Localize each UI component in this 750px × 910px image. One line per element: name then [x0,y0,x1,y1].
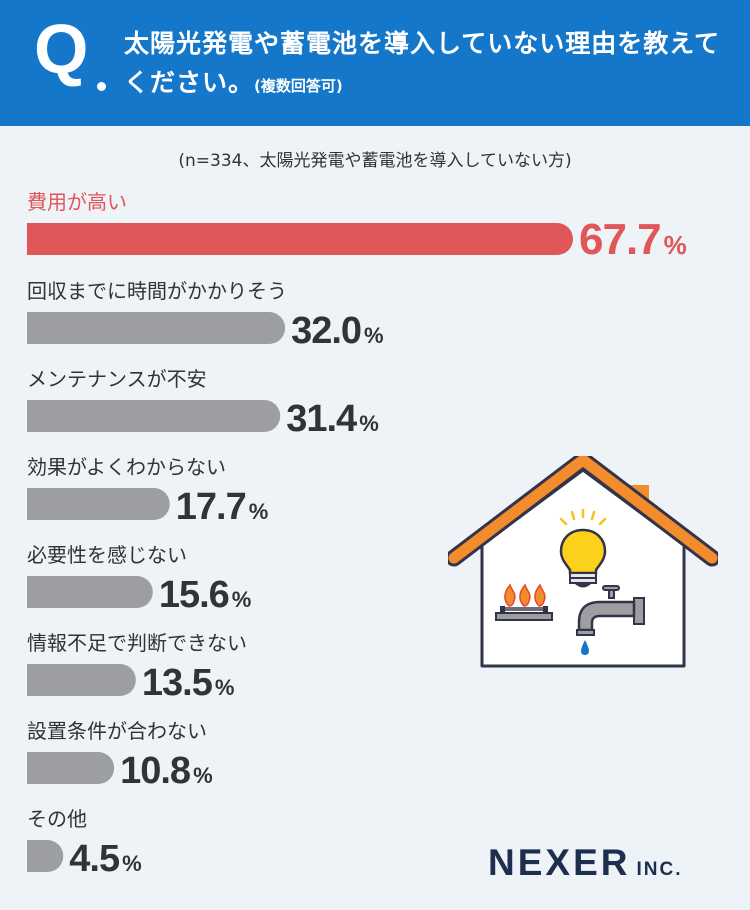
bar [27,312,286,344]
nexer-logo: NEXER INC. [488,842,683,883]
sample-note: (n=334、太陽光発電や蓄電池を導入していない方) [178,151,572,171]
logo-suffix: INC. [636,859,683,880]
value-label: 13.5% [142,662,235,704]
gas-stove-icon [495,583,553,621]
q-mark-dot [97,82,106,91]
water-faucet-icon [576,585,645,655]
value-label: 15.6% [159,574,252,616]
value-label: 67.7% [579,215,687,264]
value-label: 4.5% [69,838,141,880]
category-label: 設置条件が合わない [27,719,207,743]
bar [27,400,281,432]
bar [27,752,115,784]
category-label: 回収までに時間がかかりそう [27,279,287,303]
category-label: 情報不足で判断できない [27,631,247,655]
category-label: 必要性を感じない [27,543,187,567]
category-label: 費用が高い [27,190,127,214]
value-label: 10.8% [120,750,213,792]
q-mark: Q [34,10,89,88]
bar [27,576,153,608]
category-label: メンテナンスが不安 [27,367,207,391]
bar [27,488,170,520]
house-energy-icon [448,456,718,668]
value-label: 17.7% [176,486,269,528]
category-label: その他 [27,807,87,831]
bar [27,223,573,255]
bar [27,664,136,696]
question-note: (複数回答可) [254,77,343,95]
light-bulb-icon [559,508,607,588]
logo-name: NEXER [488,842,631,883]
question-text: 太陽光発電や蓄電池を導入していない理由を教えてください。(複数回答可) [124,24,734,106]
question-main: 太陽光発電や蓄電池を導入していない理由を教えてください。 [124,29,721,97]
question-header: Q 太陽光発電や蓄電池を導入していない理由を教えてください。(複数回答可) [0,0,750,126]
value-label: 31.4% [286,398,379,440]
category-label: 効果がよくわからない [27,455,226,479]
bar [27,840,64,872]
value-label: 32.0% [291,310,384,352]
